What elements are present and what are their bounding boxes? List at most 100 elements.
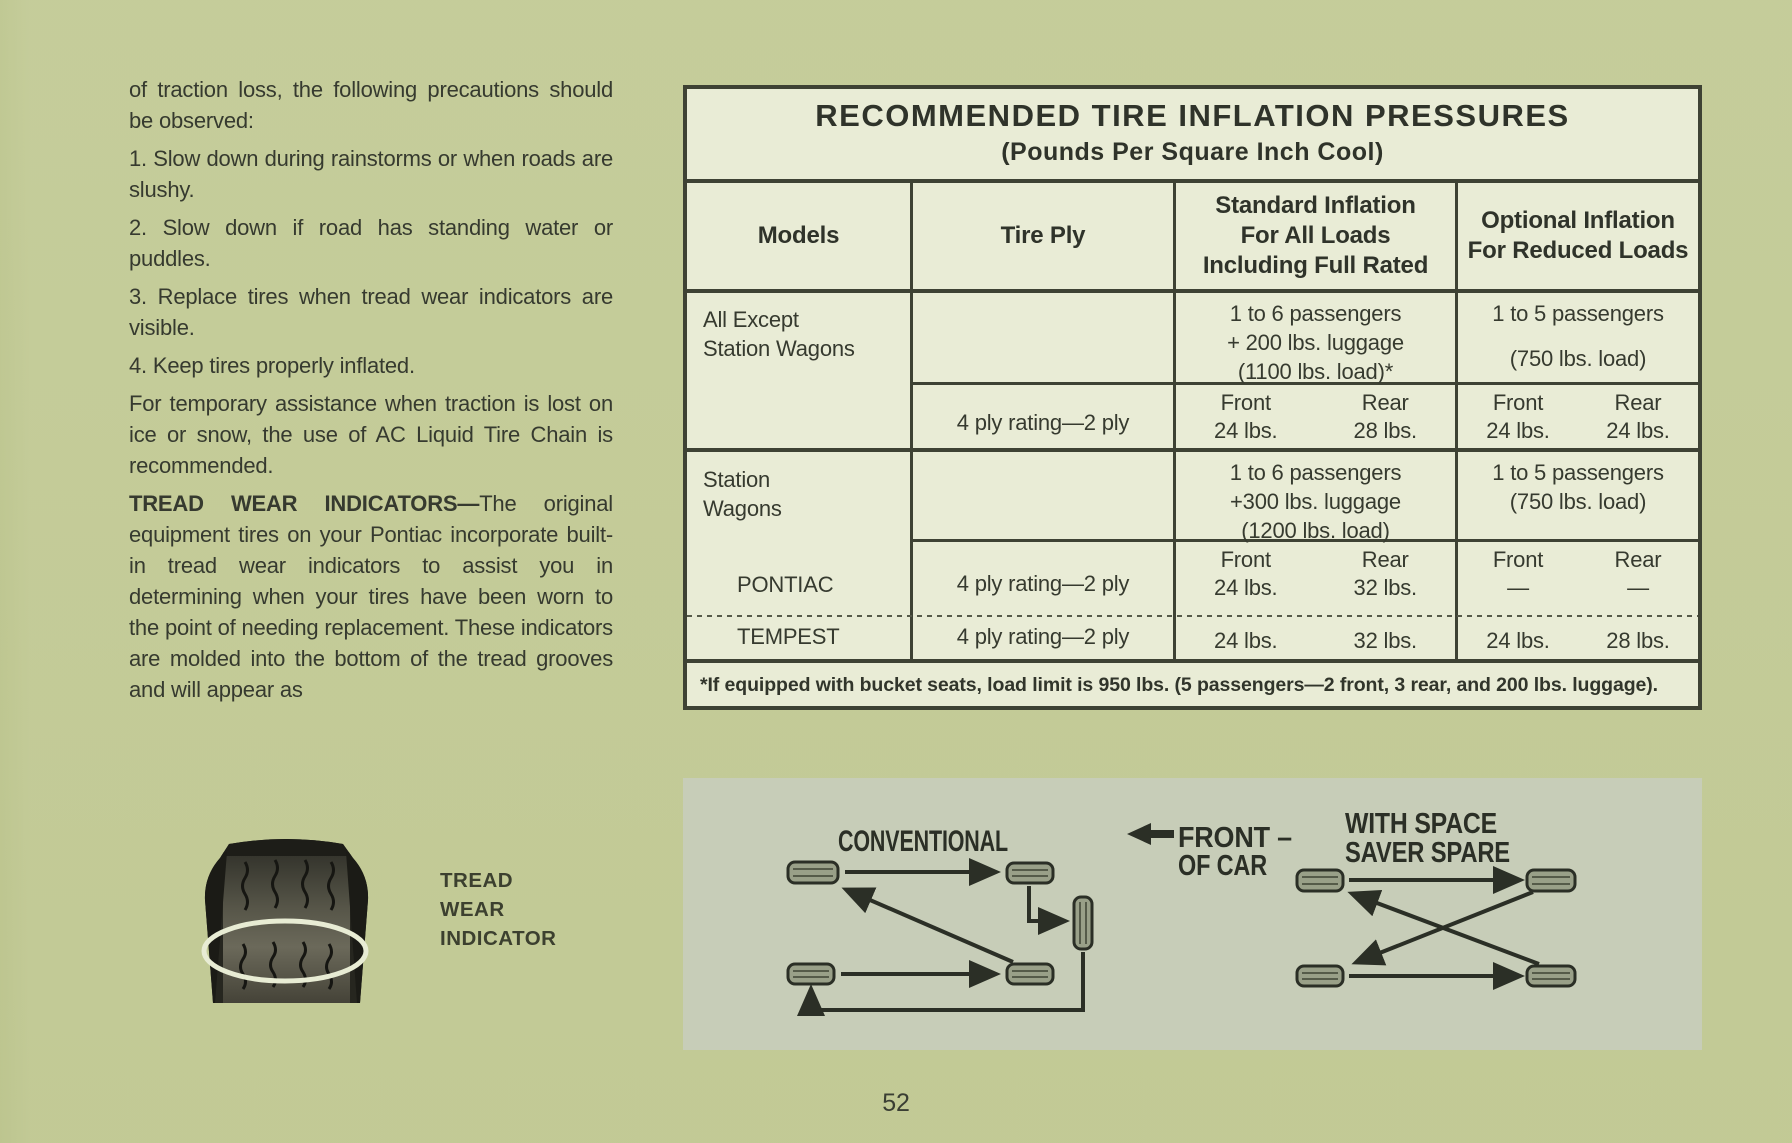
rotation-arrow-rear-right-to-front-left xyxy=(841,887,1014,964)
rear-pressure: Rear — xyxy=(1578,542,1698,615)
rotation-arrow-spare-to-rear-left xyxy=(797,952,1085,1016)
tire-label-line: INDICATOR xyxy=(440,927,557,950)
table-footnote: *If equipped with bucket seats, load lim… xyxy=(700,674,1658,696)
rear-pressure: Rear 28 lbs. xyxy=(1316,385,1456,448)
front-value: 24 lbs. xyxy=(1214,628,1278,653)
rear-pressure: Rear 32 lbs. xyxy=(1316,542,1456,615)
front-value: — xyxy=(1507,575,1529,600)
tire-front-left xyxy=(786,860,840,885)
panel-background xyxy=(683,778,1702,1050)
load-info-subrow: 1 to 6 passengers +300 lbs. luggage (120… xyxy=(913,452,1698,543)
table-header-row: Models Tire Ply Standard Inflation For A… xyxy=(687,183,1698,293)
col-header-tire-ply: Tire Ply xyxy=(913,183,1176,289)
tire-rear-left xyxy=(1295,964,1345,988)
tire-rear-left xyxy=(786,962,836,986)
tire-front-right xyxy=(1525,868,1577,893)
conventional-diagram xyxy=(786,858,1094,1016)
precaution-item-1: 1. Slow down during rainstorms or when r… xyxy=(129,146,613,202)
tread-wear-body: The original equipment tires on your Pon… xyxy=(129,491,613,702)
rear-pressure: Rear 24 lbs. xyxy=(1578,385,1698,448)
tread-wear-heading: TREAD WEAR INDICATORS— xyxy=(129,491,480,516)
row-group-all-except-station-wagons: All Except Station Wagons 1 to 6 passeng… xyxy=(687,293,1698,452)
model-cell: All Except Station Wagons xyxy=(687,293,913,448)
table-subtitle: (Pounds Per Square Inch Cool) xyxy=(1001,138,1384,166)
row-group-body: 1 to 6 passengers + 200 lbs. luggage (11… xyxy=(913,293,1698,448)
rotation-arrow-front-right-to-rear-left xyxy=(1351,890,1534,966)
model-cell: Station Wagons xyxy=(703,467,782,521)
rear-value: — xyxy=(1627,575,1649,600)
optional-load-cell: 1 to 5 passengers (750 lbs. load) xyxy=(1458,452,1698,542)
indicator-highlight-ellipse xyxy=(201,918,369,984)
front-pressure: Front — xyxy=(1458,542,1578,615)
tempest-pressure-subrow: 4 ply rating—2 ply 24 lbs. 32 lbs. 24 lb… xyxy=(913,615,1698,659)
optional-pressures-cell: 24 lbs. 28 lbs. xyxy=(1458,615,1698,659)
front-of-car-line2: OF CAR xyxy=(1178,850,1267,882)
rear-value: 24 lbs. xyxy=(1606,418,1670,443)
tire-ply-cell: 4 ply rating—2 ply xyxy=(913,615,1176,659)
col-header-standard-inflation: Standard Inflation For All Loads Includi… xyxy=(1176,183,1458,289)
tire-chain-paragraph: For temporary assistance when traction i… xyxy=(129,391,613,478)
tire-pressure-table: RECOMMENDED TIRE INFLATION PRESSURES (Po… xyxy=(683,85,1702,710)
row-group-station-wagons: Station Wagons PONTIAC TEMPEST 1 to 6 pa… xyxy=(687,452,1698,663)
conventional-label: CONVENTIONAL xyxy=(838,825,1008,858)
front-label: Front xyxy=(1492,547,1544,572)
page-number: 52 xyxy=(882,1089,910,1117)
optional-pressures-cell: Front — Rear — xyxy=(1458,542,1698,615)
tire-ply-cell: 4 ply rating—2 ply xyxy=(913,542,1176,615)
space-saver-label-line1: WITH SPACE xyxy=(1345,808,1497,840)
models-column: Station Wagons PONTIAC TEMPEST xyxy=(687,452,913,659)
tread-wear-paragraph: TREAD WEAR INDICATORS—The original equip… xyxy=(129,488,613,705)
col-header-models: Models xyxy=(687,183,913,289)
tire-label-line: WEAR xyxy=(440,898,505,921)
front-of-car-line1: FRONT – xyxy=(1178,822,1292,854)
rotation-arrow-front-right-to-spare xyxy=(1027,886,1070,935)
front-value: 24 lbs. xyxy=(1214,418,1278,443)
optional-load-passengers: 1 to 5 passengers xyxy=(1492,301,1664,326)
optional-pressures-cell: Front 24 lbs. Rear 24 lbs. xyxy=(1458,385,1698,448)
front-value: 24 lbs. xyxy=(1486,418,1550,443)
tire-figure-label: TREAD WEAR INDICATOR xyxy=(440,866,557,953)
front-pressure: Front 24 lbs. xyxy=(1458,385,1578,448)
tire-rear-right xyxy=(1005,962,1055,986)
front-pressure: Front 24 lbs. xyxy=(1176,385,1316,448)
table-title-block: RECOMMENDED TIRE INFLATION PRESSURES (Po… xyxy=(687,89,1698,183)
standard-pressures-cell: Front 24 lbs. Rear 32 lbs. xyxy=(1176,542,1458,615)
model-pontiac: PONTIAC xyxy=(737,571,834,597)
rear-value: 28 lbs. xyxy=(1353,418,1418,443)
tire-illustration xyxy=(201,839,369,1003)
tire-crown xyxy=(217,839,357,856)
precaution-item-3: 3. Replace tires when tread wear indicat… xyxy=(129,284,613,340)
optional-load-cell: 1 to 5 passengers (750 lbs. load) xyxy=(1458,293,1698,385)
front-label: Front xyxy=(1220,390,1272,415)
precaution-item-4: 4. Keep tires properly inflated. xyxy=(129,353,415,378)
pressure-subrow: 4 ply rating—2 ply Front 24 lbs. Rear 28… xyxy=(913,385,1698,448)
body-text-column: of traction loss, the following precauti… xyxy=(129,74,613,705)
tire-spare xyxy=(1072,895,1094,951)
rear-value: 32 lbs. xyxy=(1353,628,1418,653)
standard-pressures-cell: 24 lbs. 32 lbs. xyxy=(1176,615,1458,659)
col-header-optional-inflation: Optional Inflation For Reduced Loads xyxy=(1467,207,1689,264)
rear-label: Rear xyxy=(1361,547,1409,572)
rear-value: 32 lbs. xyxy=(1353,575,1418,600)
rotation-arrow-rear-right-to-front-left xyxy=(1347,890,1540,966)
tire-rear-right xyxy=(1525,964,1577,988)
load-info-subrow: 1 to 6 passengers + 200 lbs. luggage (11… xyxy=(913,293,1698,385)
table-title: RECOMMENDED TIRE INFLATION PRESSURES xyxy=(815,98,1570,133)
precaution-item-2: 2. Slow down if road has standing water … xyxy=(129,215,613,271)
standard-load-cell: 1 to 6 passengers +300 lbs. luggage (120… xyxy=(1176,452,1458,543)
standard-load-cell: 1 to 6 passengers + 200 lbs. luggage (11… xyxy=(1176,293,1458,385)
front-value: 24 lbs. xyxy=(1486,628,1550,653)
standard-pressures-cell: Front 24 lbs. Rear 28 lbs. xyxy=(1176,385,1458,448)
tire-ply-cell: 4 ply rating—2 ply xyxy=(913,385,1176,448)
front-of-car-arrow-icon xyxy=(1127,823,1174,845)
front-label: Front xyxy=(1220,547,1272,572)
front-pressure: Front 24 lbs. xyxy=(1176,542,1316,615)
space-saver-diagram xyxy=(1295,866,1577,990)
row-group-body: 1 to 6 passengers +300 lbs. luggage (120… xyxy=(913,452,1698,659)
dotted-separator xyxy=(687,615,1698,618)
space-saver-label-line2: SAVER SPARE xyxy=(1345,837,1510,869)
front-value: 24 lbs. xyxy=(1214,575,1278,600)
rotation-diagram-panel: CONVENTIONAL xyxy=(683,778,1702,1050)
rear-label: Rear xyxy=(1614,390,1662,415)
rear-value: 28 lbs. xyxy=(1606,628,1670,653)
